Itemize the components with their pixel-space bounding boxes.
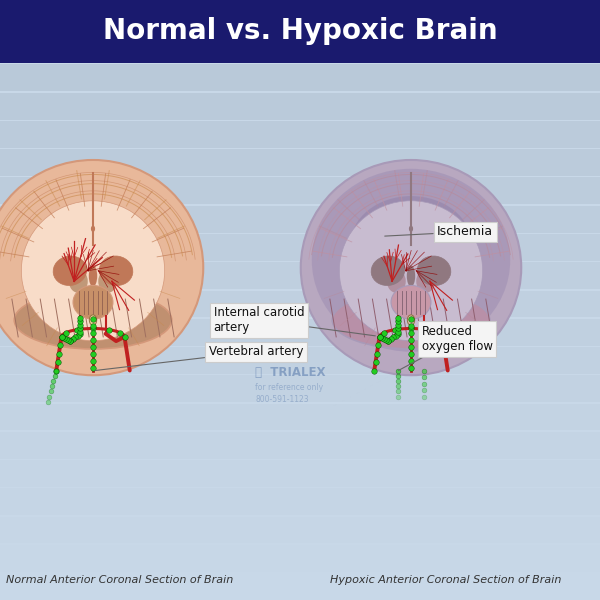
- Ellipse shape: [391, 286, 431, 319]
- Bar: [0, 92, 600, 119]
- Ellipse shape: [306, 166, 516, 370]
- Bar: [0, 64, 600, 91]
- Ellipse shape: [407, 265, 415, 286]
- Bar: [0, 488, 600, 515]
- Text: Hypoxic Anterior Coronal Section of Brain: Hypoxic Anterior Coronal Section of Brai…: [330, 575, 562, 585]
- Bar: [0, 517, 600, 544]
- Ellipse shape: [0, 166, 198, 370]
- Text: Reduced
oxygen flow: Reduced oxygen flow: [398, 325, 493, 370]
- Bar: [0, 376, 600, 402]
- Ellipse shape: [73, 286, 113, 319]
- Bar: [0, 460, 600, 487]
- Bar: [0, 234, 600, 261]
- Ellipse shape: [418, 256, 451, 286]
- Bar: [0, 290, 600, 317]
- Ellipse shape: [53, 256, 86, 286]
- Text: Internal carotid
artery: Internal carotid artery: [214, 306, 376, 336]
- Ellipse shape: [416, 269, 435, 293]
- Text: Normal Anterior Coronal Section of Brain: Normal Anterior Coronal Section of Brain: [6, 575, 233, 585]
- Bar: [0, 36, 600, 63]
- Bar: [0, 0, 600, 63]
- Bar: [0, 262, 600, 289]
- Bar: [0, 432, 600, 458]
- Bar: [0, 206, 600, 233]
- Ellipse shape: [340, 201, 482, 341]
- Ellipse shape: [22, 201, 164, 341]
- Ellipse shape: [409, 226, 413, 232]
- Ellipse shape: [387, 269, 406, 293]
- Ellipse shape: [350, 196, 472, 293]
- Ellipse shape: [407, 315, 415, 325]
- Text: Ischemia: Ischemia: [385, 226, 493, 238]
- Text: 800-591-1123: 800-591-1123: [255, 395, 308, 403]
- Bar: [0, 347, 600, 374]
- Ellipse shape: [89, 265, 97, 286]
- Bar: [0, 573, 600, 600]
- Text: Normal vs. Hypoxic Brain: Normal vs. Hypoxic Brain: [103, 17, 497, 45]
- Ellipse shape: [89, 315, 97, 325]
- Ellipse shape: [312, 169, 510, 352]
- Ellipse shape: [0, 160, 203, 375]
- Bar: [0, 545, 600, 572]
- Bar: [0, 319, 600, 346]
- Text: Vertebral artery: Vertebral artery: [95, 345, 303, 370]
- Ellipse shape: [301, 160, 521, 375]
- Bar: [0, 149, 600, 176]
- Ellipse shape: [91, 226, 95, 232]
- Ellipse shape: [69, 269, 88, 293]
- Ellipse shape: [98, 269, 117, 293]
- Ellipse shape: [371, 256, 404, 286]
- Bar: [0, 404, 600, 430]
- Text: for reference only: for reference only: [255, 383, 323, 391]
- Ellipse shape: [100, 256, 133, 286]
- Bar: [0, 121, 600, 148]
- Text: Ⓒ  TRIALEX: Ⓒ TRIALEX: [255, 365, 325, 379]
- Ellipse shape: [14, 291, 172, 349]
- Bar: [0, 178, 600, 205]
- Ellipse shape: [332, 291, 490, 349]
